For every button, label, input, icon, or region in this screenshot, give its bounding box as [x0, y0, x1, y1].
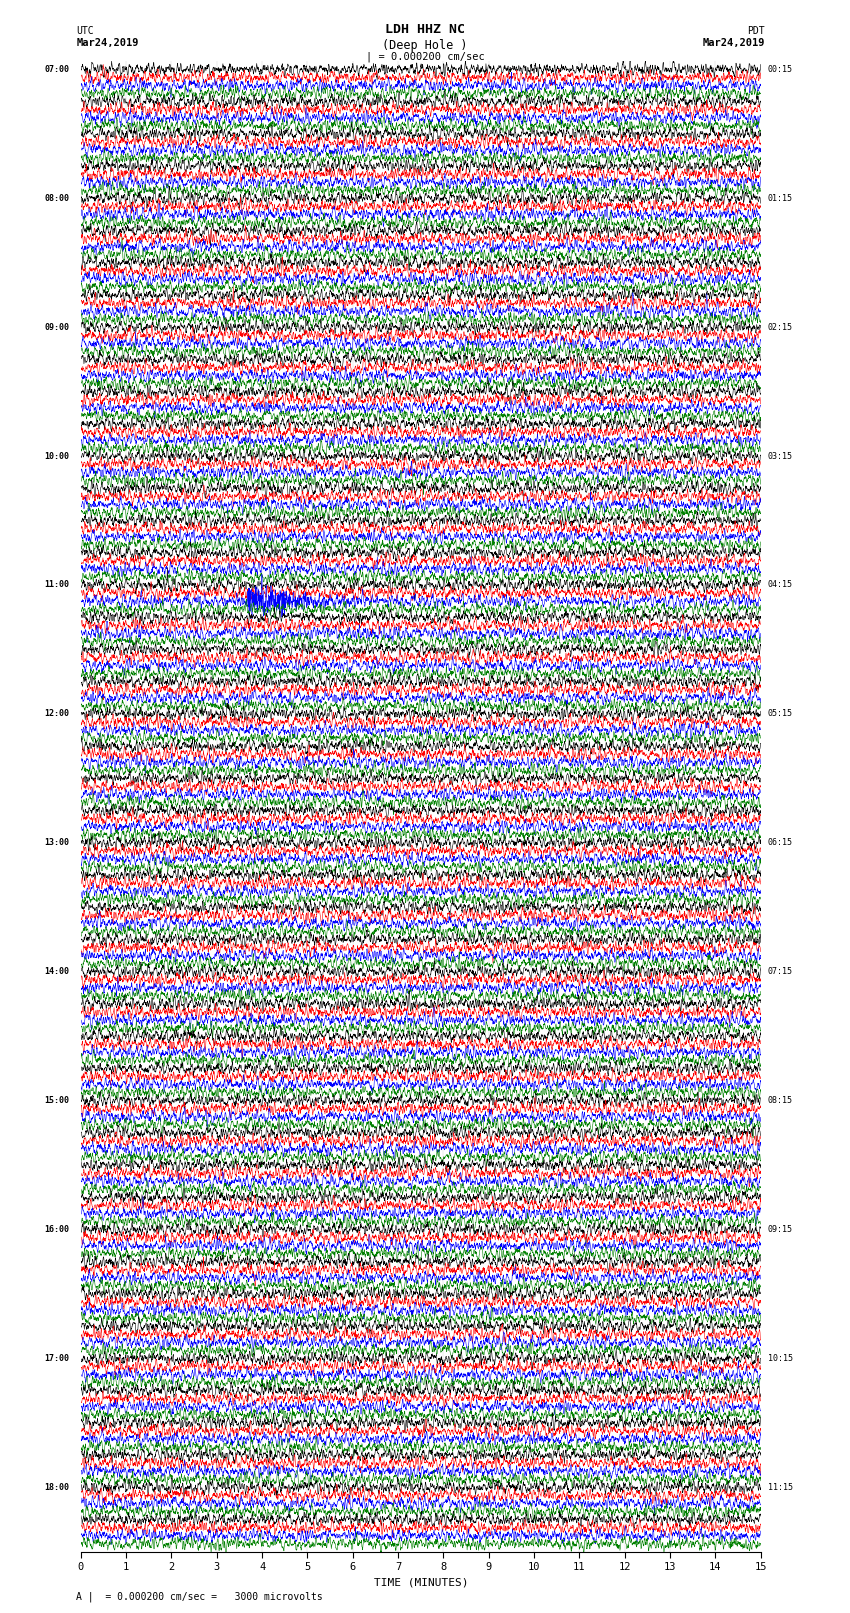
- Text: 07:15: 07:15: [768, 968, 792, 976]
- Text: 02:15: 02:15: [768, 323, 792, 332]
- Text: 09:00: 09:00: [44, 323, 70, 332]
- Text: Mar24,2019: Mar24,2019: [702, 39, 765, 48]
- Text: 04:15: 04:15: [768, 581, 792, 589]
- Text: A |  = 0.000200 cm/sec =   3000 microvolts: A | = 0.000200 cm/sec = 3000 microvolts: [76, 1590, 323, 1602]
- Text: 16:00: 16:00: [44, 1224, 70, 1234]
- Text: 10:15: 10:15: [768, 1353, 792, 1363]
- Text: | = 0.000200 cm/sec: | = 0.000200 cm/sec: [366, 52, 484, 63]
- Text: 06:15: 06:15: [768, 839, 792, 847]
- Text: 08:00: 08:00: [44, 194, 70, 203]
- Text: 07:00: 07:00: [44, 65, 70, 74]
- Text: 01:15: 01:15: [768, 194, 792, 203]
- Text: 11:15: 11:15: [768, 1482, 792, 1492]
- Text: 09:15: 09:15: [768, 1224, 792, 1234]
- Text: 17:00: 17:00: [44, 1353, 70, 1363]
- Text: (Deep Hole ): (Deep Hole ): [382, 39, 468, 52]
- Text: 15:00: 15:00: [44, 1097, 70, 1105]
- Text: 03:15: 03:15: [768, 452, 792, 461]
- Text: 13:00: 13:00: [44, 839, 70, 847]
- Text: 14:00: 14:00: [44, 968, 70, 976]
- Text: LDH HHZ NC: LDH HHZ NC: [385, 23, 465, 37]
- Text: Mar24,2019: Mar24,2019: [76, 39, 139, 48]
- Text: 11:00: 11:00: [44, 581, 70, 589]
- Text: 05:15: 05:15: [768, 710, 792, 718]
- Text: 10:00: 10:00: [44, 452, 70, 461]
- Text: 00:15: 00:15: [768, 65, 792, 74]
- Text: 08:15: 08:15: [768, 1097, 792, 1105]
- Text: 18:00: 18:00: [44, 1482, 70, 1492]
- Text: PDT: PDT: [747, 26, 765, 37]
- X-axis label: TIME (MINUTES): TIME (MINUTES): [373, 1578, 468, 1587]
- Text: UTC: UTC: [76, 26, 94, 37]
- Text: 12:00: 12:00: [44, 710, 70, 718]
